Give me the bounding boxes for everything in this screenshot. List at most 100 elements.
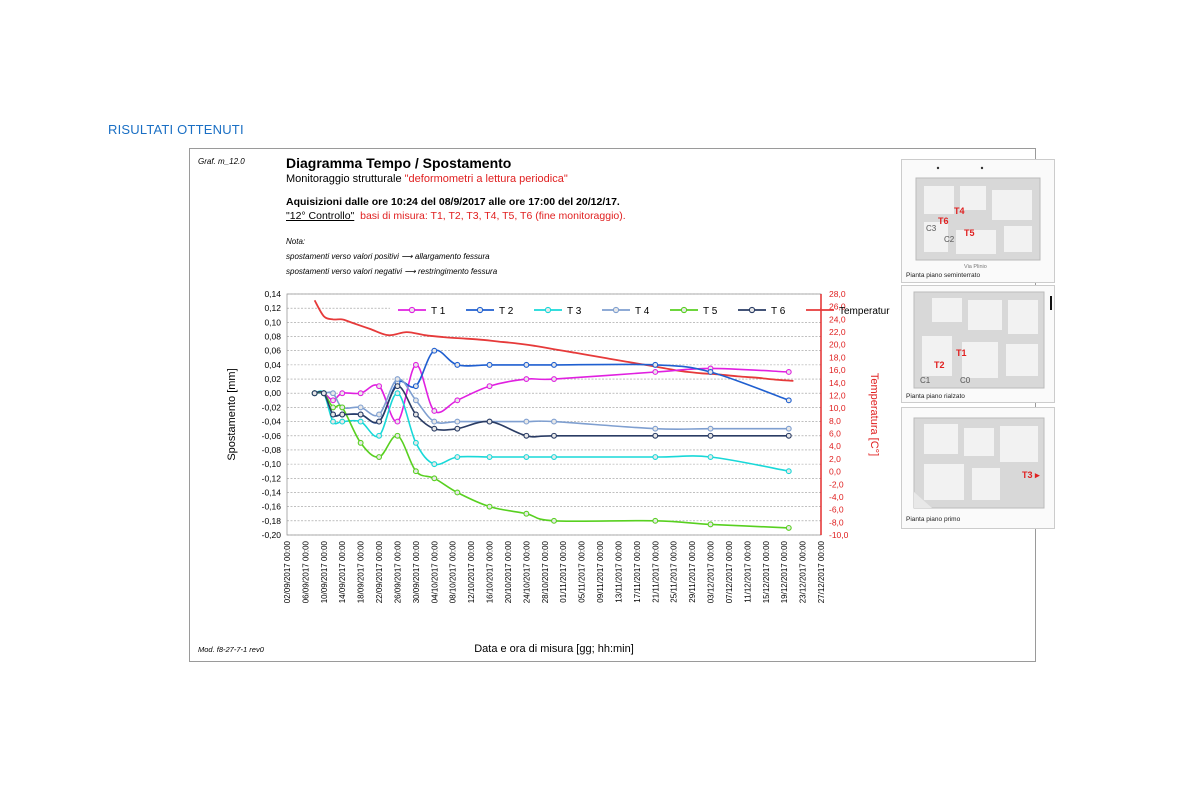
data-point-t6: [652, 432, 659, 439]
data-point-t3: [357, 418, 364, 425]
series-line-t4: [314, 378, 789, 431]
chart-area: 0,14 0,12 0,10 0,08 0,06 0,04 0,02 0,00 -0,02 -0,…: [226, 289, 890, 655]
floor-plan-drawing: [915, 166, 1041, 261]
series-line-t3: [314, 390, 789, 472]
data-point-t3: [339, 418, 346, 425]
data-point-t5: [339, 404, 346, 411]
data-point-t4: [454, 418, 461, 425]
data-point-t4: [394, 376, 401, 383]
y-tick-label: -0,02: [262, 402, 282, 412]
x-tick-label: 08/10/2017 00:00: [449, 540, 458, 603]
legend-label: T 6: [771, 306, 786, 317]
data-point-t1: [330, 397, 336, 404]
data-point-t4: [431, 418, 438, 425]
data-point-t1: [394, 418, 401, 425]
plan-label-c3: C3: [926, 224, 937, 233]
floor-plan-drawing: [913, 291, 1052, 389]
floor-plan-primo: T3 ▸ Pianta piano primo: [901, 407, 1055, 529]
legend-marker: [408, 306, 416, 314]
x-tick-label: 26/09/2017 00:00: [393, 540, 402, 603]
legend-marker: [476, 306, 484, 314]
data-point-t3: [486, 454, 493, 460]
y2-tick-label: 2,0: [829, 454, 841, 464]
floor-plan-seminterrato: T4 T6 T5 C3 C2 Via Plinio Pianta piano s…: [901, 159, 1055, 283]
y2-tick-label: 0,0: [829, 467, 841, 477]
data-point-t3: [330, 418, 336, 425]
y2-tick-label: 8,0: [829, 416, 841, 426]
y2-tick-label: 6,0: [829, 429, 841, 439]
legend-label: T 4: [635, 306, 650, 317]
data-point-t3: [523, 454, 530, 460]
y2-tick-label: 12,0: [829, 390, 846, 400]
data-point-t5: [551, 517, 557, 524]
plan-label-t5: T5: [964, 228, 975, 238]
y-tick-label: -0,12: [262, 473, 282, 483]
data-point-t2: [412, 383, 419, 390]
series-line-temperatura: [313, 299, 794, 382]
data-point-t6: [707, 432, 714, 439]
data-point-t6: [412, 411, 419, 418]
data-point-t4: [551, 418, 557, 425]
arrow-icon: ⟶: [401, 252, 413, 261]
y2-tick-label: 22,0: [829, 327, 846, 337]
data-point-t1: [357, 390, 364, 397]
note-positive-text: spostamenti verso valori positivi: [286, 252, 399, 261]
data-point-t4: [707, 425, 714, 432]
x-tick-label: 12/10/2017 00:00: [467, 540, 476, 603]
data-point-t2: [707, 369, 714, 375]
y2-tick-label: -6,0: [829, 505, 844, 515]
x-tick-label: 20/10/2017 00:00: [504, 540, 513, 603]
y-tick-label: -0,18: [262, 516, 282, 526]
legend-box: [390, 300, 820, 318]
chart-subtitle: Monitoraggio strutturale "deformometri a…: [286, 173, 568, 185]
x-tick-label: 11/12/2017 00:00: [743, 540, 752, 602]
data-point-t4: [330, 390, 336, 397]
y2-tick-label: 24,0: [829, 314, 846, 324]
legend-marker: [680, 306, 688, 314]
data-point-t1: [454, 397, 461, 404]
x-tick-label: 19/12/2017 00:00: [780, 540, 789, 603]
x-tick-label: 27/12/2017 00:00: [817, 540, 826, 603]
x-tick-label: 05/11/2017 00:00: [578, 540, 587, 602]
legend-label: T 5: [703, 306, 718, 317]
y2-tick-label: 4,0: [829, 441, 841, 451]
data-point-t2: [652, 361, 659, 368]
data-point-t6: [320, 390, 327, 397]
plan-label-t3-text: T3: [1022, 470, 1033, 480]
x-tick-label: 21/11/2017 00:00: [651, 540, 660, 602]
data-point-t1: [652, 369, 659, 375]
data-point-t2: [454, 361, 461, 368]
control-label: "12° Controllo": [286, 210, 355, 222]
data-point-t3: [551, 454, 557, 460]
floor-plan-rialzato: T1 T2 C1 C0 Pianta piano rialzato: [901, 285, 1055, 403]
y2-tick-label: 10,0: [829, 403, 846, 413]
y-tick-label: 0,12: [264, 303, 281, 313]
data-point-t4: [523, 418, 530, 425]
data-point-t1: [412, 361, 419, 368]
data-point-t1: [486, 383, 493, 390]
subtitle-prefix: Monitoraggio strutturale: [286, 173, 405, 185]
data-point-t5: [431, 475, 438, 482]
plan-label-t3: T3 ▸: [1022, 470, 1040, 480]
note-positive-meaning: allargamento fessura: [414, 252, 490, 261]
page-heading: RISULTATI OTTENUTI: [108, 122, 244, 137]
plan-street: Via Plinio: [964, 264, 987, 270]
chart-frame: Graf. m_12.0 Diagramma Tempo / Spostamen…: [189, 148, 1055, 662]
data-point-t1: [431, 408, 438, 414]
data-point-t3: [412, 439, 419, 446]
x-tick-label: 15/12/2017 00:00: [762, 540, 771, 603]
data-point-t5: [412, 468, 419, 475]
x-tick-label: 24/10/2017 00:00: [522, 540, 531, 603]
arrow-icon: ⟶: [404, 267, 416, 276]
y2-axis-title: Temperatura [C°]: [868, 373, 880, 456]
y-tick-label: 0,14: [264, 289, 281, 299]
plan-label-t4: T4: [954, 206, 965, 216]
control-detail: basi di misura: T1, T2, T3, T4, T5, T6 (…: [360, 210, 626, 222]
data-point-t6: [431, 425, 438, 432]
floor-plan-drawing: [913, 417, 1045, 509]
x-tick-label: 28/10/2017 00:00: [541, 540, 550, 603]
data-point-t2: [431, 347, 438, 354]
y-tick-label: -0,08: [262, 445, 282, 455]
legend-marker: [748, 306, 756, 314]
y2-tick-label: -8,0: [829, 517, 844, 527]
